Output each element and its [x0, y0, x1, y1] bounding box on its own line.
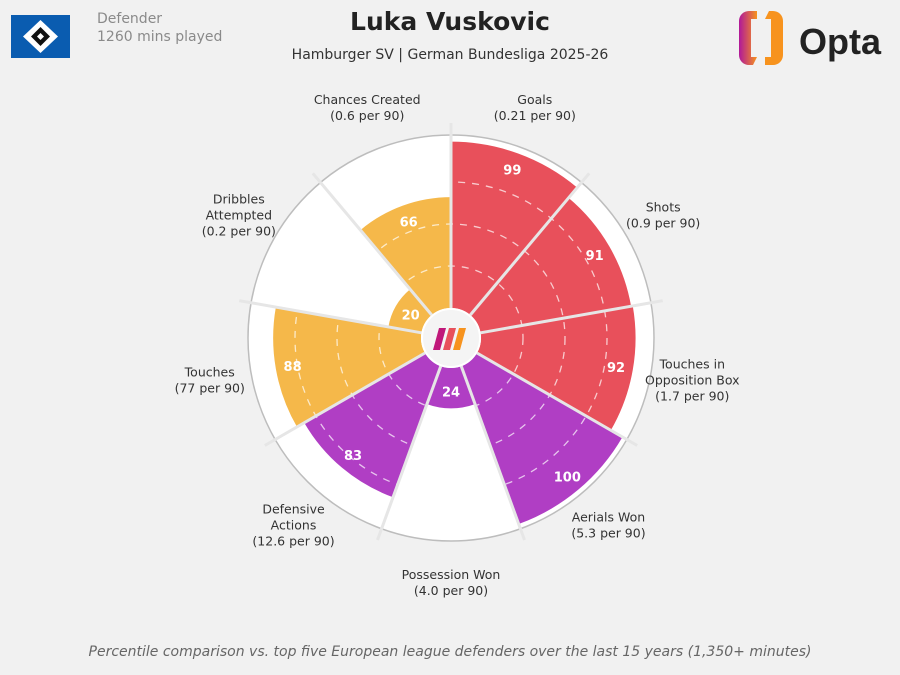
minutes-played: 1260 mins played [97, 29, 223, 45]
category-label: (0.6 per 90) [330, 108, 404, 123]
category-label: Shots [646, 200, 681, 215]
category-label: (0.21 per 90) [494, 108, 576, 123]
bar-goals [451, 141, 578, 316]
center-logo-stripe [433, 328, 446, 350]
center-logo-stripe [453, 328, 466, 350]
bar-chances-created [360, 197, 451, 316]
player-info: Defender 1260 mins played [97, 10, 222, 46]
bar-possession-won [426, 366, 476, 409]
club-badge [11, 15, 70, 58]
slice-divider [311, 172, 433, 316]
category-label: Attempted [206, 208, 272, 223]
slice-divider [264, 351, 426, 447]
category-label: (4.0 per 90) [414, 583, 488, 598]
value-label: 91 [586, 249, 604, 264]
bar-touches-in-opposition-box [476, 305, 636, 431]
slice-divider [376, 365, 443, 541]
category-label: (1.7 per 90) [655, 389, 729, 404]
opta-logo: Opta [735, 8, 895, 70]
slice-divider [459, 365, 526, 541]
slice-divider [239, 299, 422, 335]
category-label: Opposition Box [645, 373, 740, 388]
value-label: 99 [503, 163, 521, 178]
pizza-chart: 99 Goals(0.21 per 90) 91 Shots(0.9 per 90) 9… [175, 92, 740, 598]
value-label: 20 [402, 309, 420, 324]
category-label: Actions [271, 518, 317, 533]
slice-divider [476, 351, 638, 447]
slice-divider [480, 299, 663, 335]
center-logo-stripe [443, 328, 456, 350]
category-label: (5.3 per 90) [571, 526, 645, 541]
value-label: 24 [442, 385, 460, 400]
bar-shots [470, 197, 632, 333]
value-label: 92 [607, 361, 625, 376]
category-label: Aerials Won [572, 510, 645, 525]
category-label: Touches in [659, 357, 725, 372]
player-position: Defender [97, 11, 163, 27]
category-label: Chances Created [314, 92, 421, 107]
bar-defensive-actions [304, 353, 441, 498]
category-label: (0.9 per 90) [626, 216, 700, 231]
category-label: (0.2 per 90) [202, 224, 276, 239]
svg-text:Opta: Opta [799, 21, 882, 62]
category-label: Possession Won [402, 567, 501, 582]
category-label: Touches [184, 365, 235, 380]
chart-subtitle: Hamburger SV | German Bundesliga 2025-26 [291, 47, 609, 63]
value-label: 83 [344, 449, 362, 464]
chart-footnote: Percentile comparison vs. top five Europ… [88, 644, 812, 660]
bar-touches [273, 307, 426, 427]
category-label: Dribbles [213, 192, 265, 207]
category-label: (12.6 per 90) [252, 534, 334, 549]
category-label: (77 per 90) [175, 381, 245, 396]
value-label: 100 [554, 471, 581, 486]
category-label: Goals [517, 92, 552, 107]
chart-title: Luka Vuskovic [350, 7, 550, 36]
slice-divider [469, 172, 591, 316]
bar-dribbles-attempted [388, 289, 432, 333]
value-label: 88 [284, 360, 302, 375]
value-label: 66 [400, 216, 418, 231]
bar-aerials-won [461, 353, 623, 525]
category-label: Defensive [262, 502, 325, 517]
